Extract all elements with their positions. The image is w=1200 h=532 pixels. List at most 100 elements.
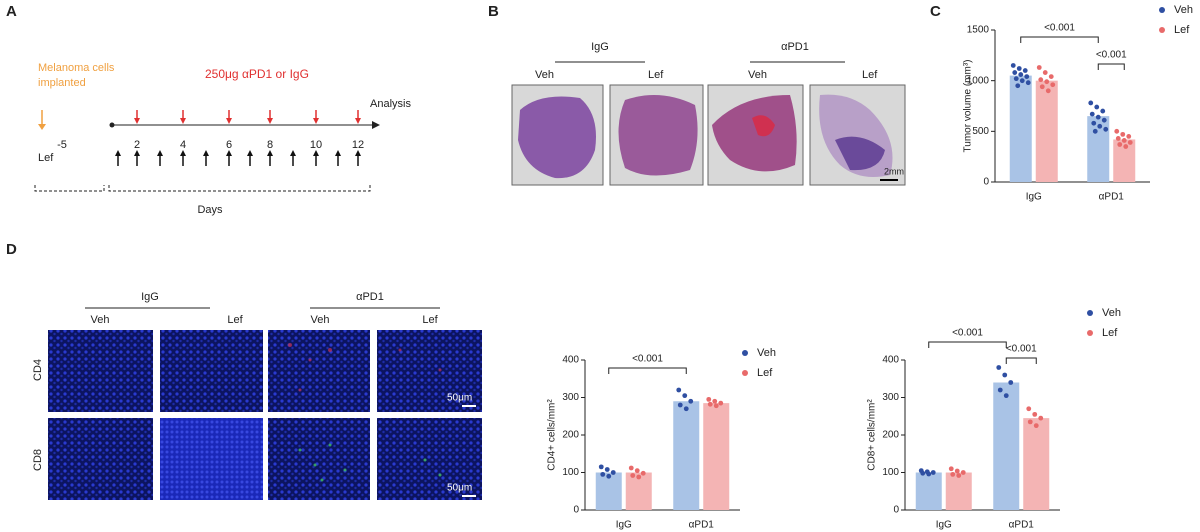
y-axis-label: CD4+ cells/mm² — [547, 399, 558, 471]
legend-marker — [1159, 7, 1165, 13]
data-point — [948, 466, 954, 472]
panel-label: D — [6, 241, 17, 258]
data-point — [1032, 411, 1038, 417]
drug-arrow — [226, 150, 232, 156]
data-point — [1126, 134, 1132, 139]
data-point — [677, 402, 683, 408]
y-tick-label: 0 — [573, 505, 579, 516]
data-point — [1100, 108, 1106, 114]
treatment-label: 250μg αPD1 or IgG — [205, 67, 309, 81]
significance-bracket — [1005, 357, 1037, 364]
if-image — [268, 330, 370, 412]
data-point — [1013, 76, 1019, 82]
data-point — [956, 473, 962, 478]
data-point — [713, 403, 719, 409]
immunofluorescence: IgG αPD1 Veh Lef Veh Lef CD4 CD8 50μm 50… — [32, 291, 482, 500]
significance-label: <0.001 — [632, 354, 663, 365]
timeline-tick-label: 2 — [134, 139, 140, 151]
timeline: Melanoma cells implanted 250μg αPD1 or I… — [34, 62, 411, 216]
timeline-tick-label: 6 — [226, 139, 232, 151]
y-tick-label: 200 — [562, 430, 579, 441]
data-point — [1025, 80, 1031, 86]
scale-bar-label: 2mm — [884, 166, 904, 176]
bar — [1035, 80, 1058, 182]
arrow-head — [372, 121, 380, 129]
y-tick-label: 100 — [562, 467, 579, 478]
condition-label: Lef — [227, 314, 243, 326]
row-label: CD4 — [32, 359, 44, 381]
data-point — [926, 471, 932, 477]
data-point — [1123, 144, 1129, 149]
y-tick-label: 300 — [882, 392, 899, 403]
drug-arrow — [313, 150, 319, 156]
cd4-signal — [288, 343, 442, 392]
tissue — [712, 95, 797, 172]
drug-arrow — [355, 150, 361, 156]
data-point — [706, 396, 712, 402]
panel-label: C — [930, 3, 941, 20]
analysis-label: Analysis — [370, 98, 411, 110]
bar-chart: 0 100 200 300 400 CD8+ cells/mm² IgG αPD1 Veh Lef… — [867, 307, 1121, 531]
scale-bar-label: 50μm — [447, 393, 472, 404]
significance-label: <0.001 — [1096, 50, 1127, 61]
legend-label: Lef — [1102, 327, 1118, 339]
data-point — [1008, 380, 1014, 385]
drug-arrow — [203, 150, 209, 156]
implant-label: Melanoma cells — [38, 62, 115, 74]
data-point — [610, 470, 616, 475]
timeline-tick-label: -5 — [57, 139, 67, 151]
data-point — [1003, 393, 1009, 399]
y-axis-label: Tumor volume (mm³) — [963, 60, 974, 153]
y-tick-label: 400 — [562, 355, 579, 366]
drug-arrow — [180, 150, 186, 156]
legend-marker — [742, 350, 748, 356]
bar — [915, 472, 942, 510]
if-image — [377, 330, 482, 412]
drug-arrow — [247, 150, 253, 156]
data-point — [1019, 78, 1025, 84]
row-label: CD8 — [32, 449, 44, 471]
axis-label: Days — [197, 204, 223, 216]
data-point — [920, 470, 926, 476]
y-tick-label: 300 — [562, 392, 579, 403]
data-point — [718, 400, 724, 406]
significance-label: <0.001 — [1006, 344, 1037, 355]
significance-bracket — [1020, 36, 1099, 43]
treatment-arrow — [226, 118, 232, 124]
tissue — [752, 115, 775, 137]
legend-marker — [742, 370, 748, 376]
data-point — [1048, 74, 1054, 80]
data-point — [1127, 140, 1133, 145]
treatment-arrow — [355, 118, 361, 124]
data-point — [954, 468, 960, 474]
y-tick-label: 0 — [893, 505, 899, 516]
if-image — [160, 418, 263, 500]
data-point — [604, 467, 610, 472]
data-point — [1002, 372, 1008, 378]
histology: IgG αPD1 Veh Lef Veh Lef 2mm — [511, 41, 906, 186]
data-point — [683, 406, 689, 412]
legend-label: Veh — [757, 347, 776, 359]
treatment-arrow — [267, 118, 273, 124]
bar — [1009, 75, 1032, 182]
condition-label: Veh — [535, 69, 554, 81]
data-point — [682, 393, 688, 399]
data-point — [630, 473, 636, 478]
data-point — [1115, 136, 1121, 141]
if-image — [268, 418, 370, 500]
bar-chart: 0 100 200 300 400 CD4+ cells/mm² IgG αPD1 Veh Lef… — [547, 347, 776, 531]
group-label: αPD1 — [781, 41, 809, 53]
y-tick-label: 500 — [972, 126, 989, 137]
drug-arrow — [115, 150, 121, 156]
data-point — [1042, 70, 1048, 75]
legend-marker — [1087, 330, 1093, 336]
start-dot — [109, 122, 115, 128]
bracket — [34, 185, 371, 192]
bar — [703, 403, 730, 510]
condition-label: Lef — [648, 69, 664, 81]
implant-label: implanted — [38, 77, 86, 89]
data-point — [636, 474, 642, 480]
x-tick-label: IgG — [616, 520, 632, 531]
data-point — [1094, 104, 1100, 110]
tissue — [518, 96, 596, 179]
